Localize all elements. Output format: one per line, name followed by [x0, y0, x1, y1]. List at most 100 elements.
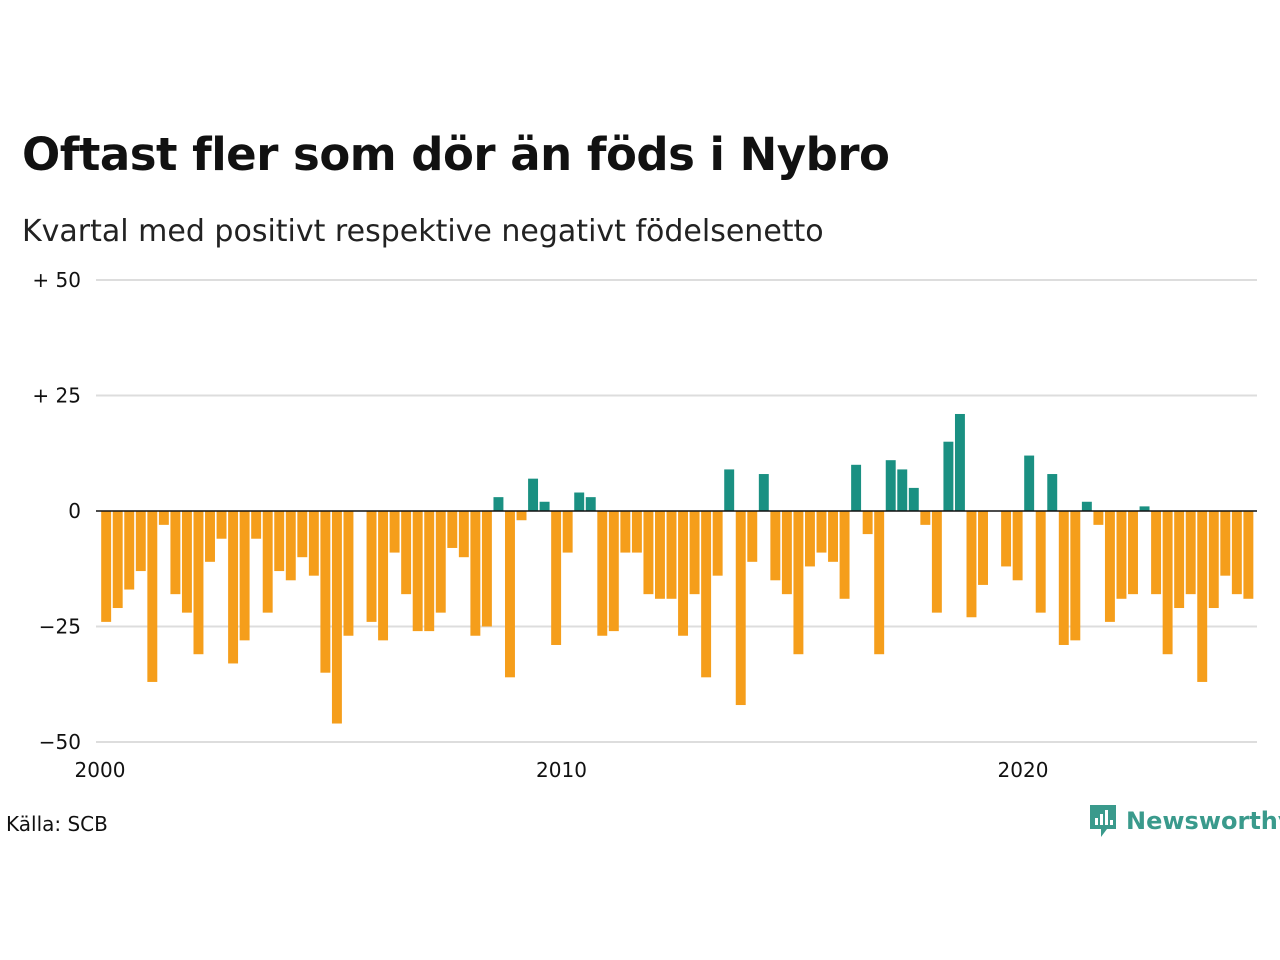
bar [885, 460, 896, 511]
bar [608, 511, 619, 632]
bar [1243, 511, 1254, 599]
bar [1104, 511, 1115, 622]
bar [1001, 511, 1012, 567]
x-tick-label: 2020 [998, 758, 1049, 782]
bar [493, 497, 504, 511]
bar [551, 511, 562, 645]
x-tick-label: 2010 [536, 758, 587, 782]
chart-title: Oftast fler som dör än föds i Nybro [22, 128, 890, 181]
bar [1047, 474, 1058, 511]
bar [804, 511, 815, 567]
bar [1220, 511, 1231, 576]
bar [1208, 511, 1219, 609]
bar [389, 511, 400, 553]
bar [655, 511, 665, 599]
bar [701, 511, 712, 678]
bar [931, 511, 942, 613]
bar [631, 511, 642, 553]
bar [297, 511, 308, 558]
bar [158, 511, 169, 525]
bar [978, 511, 988, 585]
bar [1081, 501, 1092, 511]
y-tick-label: 0 [68, 499, 81, 523]
bar [135, 511, 146, 572]
bar [643, 511, 654, 595]
y-tick-label: −50 [39, 730, 81, 754]
bar [954, 413, 965, 511]
bar [1231, 511, 1242, 595]
bar [481, 511, 492, 627]
bar [816, 511, 827, 553]
bar [874, 511, 885, 655]
bar [516, 511, 527, 521]
bar [366, 511, 377, 622]
bar [1035, 511, 1046, 613]
bar [378, 511, 389, 641]
bar [747, 511, 758, 562]
bar [735, 511, 746, 706]
bar [851, 464, 862, 511]
bar [1139, 506, 1150, 511]
bar [412, 511, 423, 632]
bar [112, 511, 123, 609]
bar [505, 511, 515, 678]
bar [343, 511, 354, 636]
bar [781, 511, 792, 595]
bar [666, 511, 677, 599]
bar [1197, 511, 1208, 682]
axes: + 50 + 25 0 −25 −50 2000 2010 2020 [32, 268, 1257, 782]
bar [435, 511, 446, 613]
bar [274, 511, 285, 572]
bar [447, 511, 458, 548]
x-tick-label: 2000 [75, 758, 126, 782]
bar [724, 469, 735, 511]
bar [539, 501, 550, 511]
bar [170, 511, 181, 595]
bar [424, 511, 435, 632]
bar [1116, 511, 1127, 599]
bar [828, 511, 838, 562]
bar [285, 511, 296, 581]
bar [562, 511, 573, 553]
bar [470, 511, 481, 636]
bar [574, 492, 585, 511]
bar [862, 511, 873, 535]
bar [758, 474, 769, 511]
bar [205, 511, 215, 562]
bar [124, 511, 135, 590]
y-tick-label: −25 [39, 615, 81, 639]
bar [181, 511, 192, 613]
bar [262, 511, 273, 613]
bar [770, 511, 781, 581]
chart-subtitle: Kvartal med positivt respektive negativt… [22, 214, 824, 249]
bar [228, 511, 239, 664]
bar [597, 511, 608, 636]
bar [1093, 511, 1104, 525]
bar [908, 487, 919, 511]
y-tick-label: + 50 [32, 268, 81, 292]
bar [1058, 511, 1069, 645]
bars [101, 413, 1254, 724]
bar [678, 511, 689, 636]
bar [251, 511, 262, 539]
bar [320, 511, 331, 673]
bar [1024, 455, 1035, 511]
bar [101, 511, 112, 622]
bar [1174, 511, 1185, 609]
bar [331, 511, 342, 724]
bar [839, 511, 850, 599]
bar [1012, 511, 1023, 581]
bar [689, 511, 700, 595]
bar [585, 497, 596, 511]
bar [620, 511, 631, 553]
brand-name: Newsworthy [1126, 807, 1280, 835]
bar [943, 441, 954, 511]
bar [528, 478, 539, 511]
bar [966, 511, 977, 618]
bar [1185, 511, 1196, 595]
bar [1151, 511, 1162, 595]
bar [1128, 511, 1138, 595]
brand-logo[interactable]: Newsworthy [1088, 803, 1280, 839]
bar [193, 511, 204, 655]
bar [458, 511, 469, 558]
